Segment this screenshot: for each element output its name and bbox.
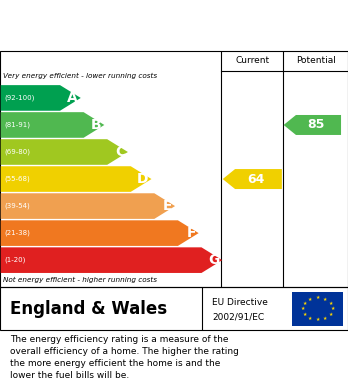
Text: ★: ★	[315, 317, 320, 323]
Polygon shape	[1, 85, 81, 111]
Text: Potential: Potential	[296, 56, 336, 65]
Text: ★: ★	[329, 312, 333, 317]
Text: (39-54): (39-54)	[4, 203, 30, 209]
Text: 2002/91/EC: 2002/91/EC	[212, 312, 264, 321]
Text: ★: ★	[315, 295, 320, 300]
Text: 85: 85	[307, 118, 324, 131]
Text: EU Directive: EU Directive	[212, 298, 268, 307]
Text: (1-20): (1-20)	[4, 257, 25, 264]
Text: E: E	[163, 199, 172, 213]
Polygon shape	[1, 220, 199, 246]
Text: ★: ★	[329, 301, 333, 306]
Text: The energy efficiency rating is a measure of the
overall efficiency of a home. T: The energy efficiency rating is a measur…	[10, 335, 239, 380]
Polygon shape	[1, 166, 151, 192]
Text: (81-91): (81-91)	[4, 122, 30, 128]
Text: Very energy efficient - lower running costs: Very energy efficient - lower running co…	[3, 73, 158, 79]
Text: England & Wales: England & Wales	[10, 300, 168, 318]
Polygon shape	[1, 248, 222, 273]
Text: ★: ★	[331, 307, 335, 311]
Polygon shape	[1, 139, 128, 165]
Text: (55-68): (55-68)	[4, 176, 30, 182]
Text: (21-38): (21-38)	[4, 230, 30, 237]
Text: D: D	[137, 172, 149, 186]
Text: ★: ★	[308, 316, 312, 321]
Text: ★: ★	[323, 297, 327, 302]
Text: Not energy efficient - higher running costs: Not energy efficient - higher running co…	[3, 276, 158, 283]
Polygon shape	[1, 112, 104, 138]
Text: ★: ★	[323, 316, 327, 321]
Text: (69-80): (69-80)	[4, 149, 30, 155]
Text: ★: ★	[302, 312, 307, 317]
Bar	[292, 292, 343, 326]
Text: F: F	[186, 226, 196, 240]
Text: (92-100): (92-100)	[4, 95, 34, 101]
Text: ★: ★	[308, 297, 312, 302]
Text: 64: 64	[247, 172, 264, 186]
Polygon shape	[1, 193, 175, 219]
Text: B: B	[91, 118, 102, 132]
Polygon shape	[284, 115, 341, 135]
Text: Energy Efficiency Rating: Energy Efficiency Rating	[10, 18, 239, 36]
Polygon shape	[223, 169, 282, 189]
Text: ★: ★	[300, 307, 304, 311]
Text: A: A	[67, 91, 78, 105]
Text: Current: Current	[235, 56, 269, 65]
Text: G: G	[208, 253, 220, 267]
Text: C: C	[115, 145, 125, 159]
Text: ★: ★	[302, 301, 307, 306]
